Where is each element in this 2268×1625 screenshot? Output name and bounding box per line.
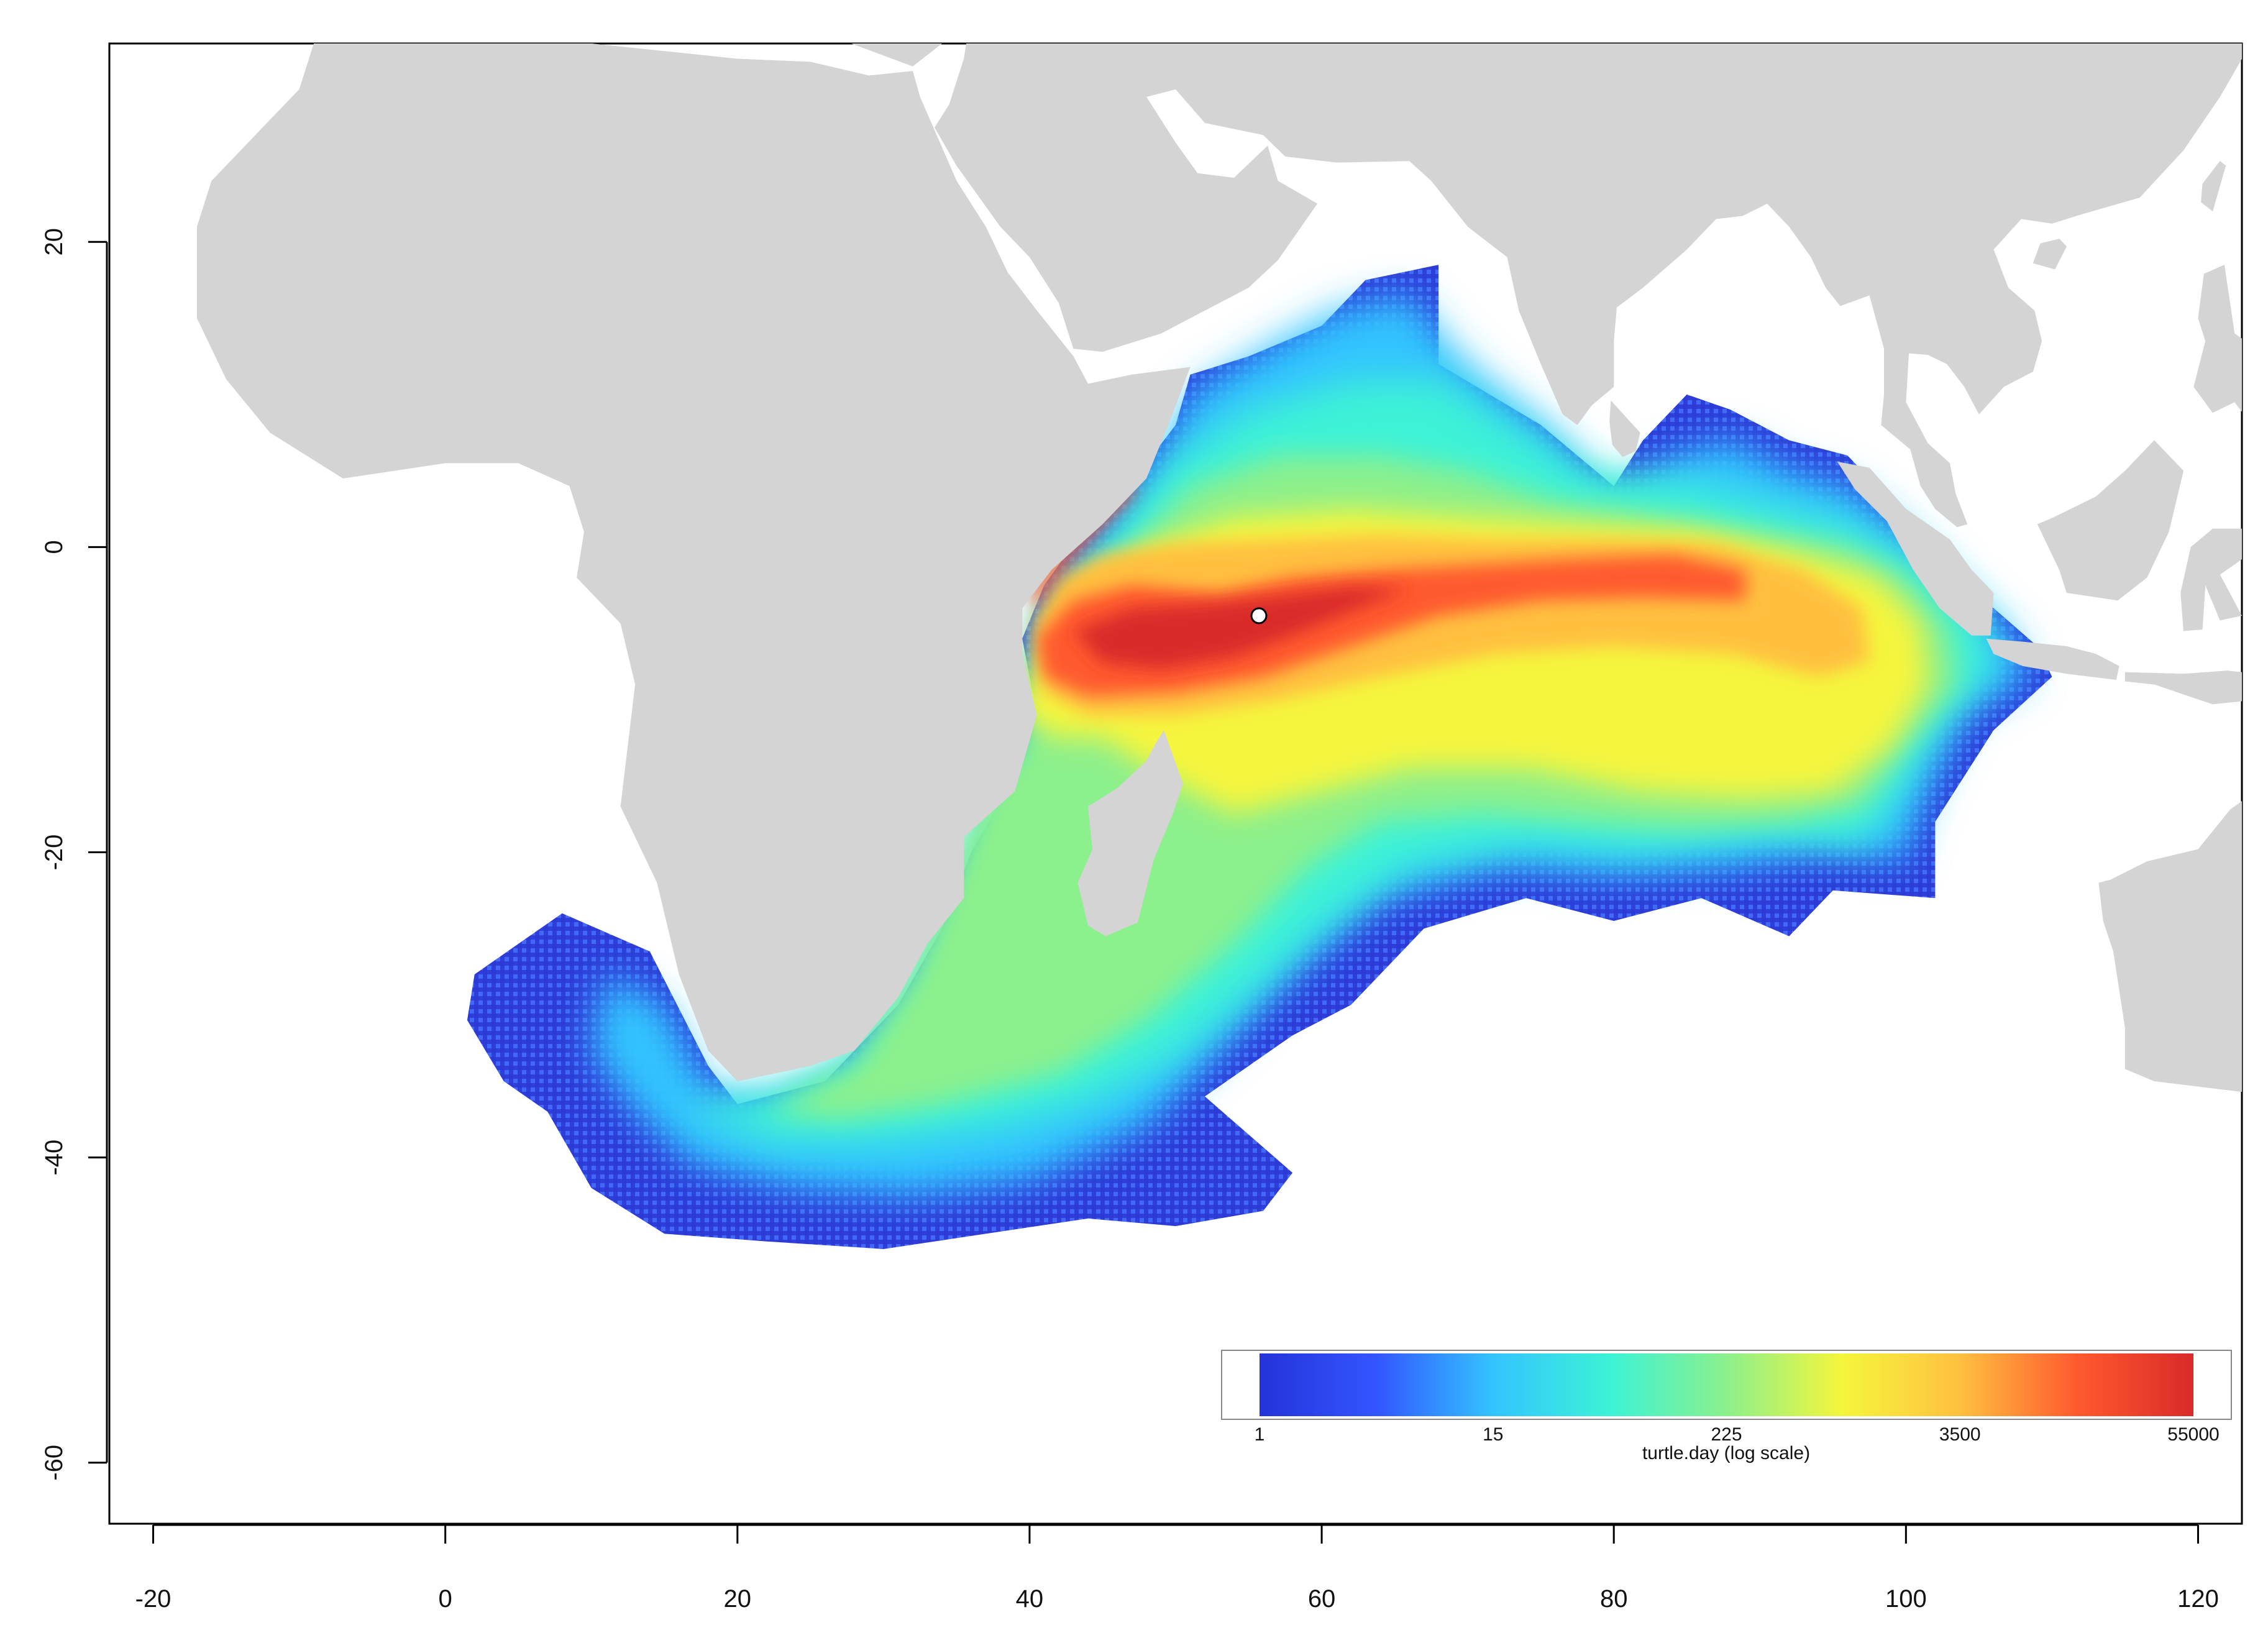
y-tick-label: -40: [40, 1140, 68, 1176]
y-tick-label: 0: [40, 540, 68, 554]
africa-land-overlay: [197, 43, 1191, 1081]
x-tick-label: 20: [724, 1585, 752, 1613]
nusa-tenggara-land-overlay: [2124, 671, 2242, 705]
borneo-land-overlay: [2037, 440, 2183, 601]
colorbar: [1260, 1353, 2193, 1416]
madagascar-land-overlay: [1077, 730, 1183, 936]
colorbar-tick-label: 3500: [1939, 1424, 1981, 1445]
x-tick-label: 80: [1600, 1585, 1628, 1613]
y-tick-label: -20: [40, 835, 68, 871]
colorbar-title: turtle.day (log scale): [1642, 1443, 1810, 1463]
colorbar-tick-labels: 1 15 225 3500 55000: [1255, 1424, 2220, 1445]
y-tick-label: 20: [40, 228, 68, 256]
sumatra-land-overlay: [1837, 461, 1994, 636]
sulawesi-land-overlay: [2180, 528, 2242, 631]
hainan-land-overlay: [2033, 239, 2067, 270]
x-axis: -20 0 20 40 60 80 100 120: [135, 1524, 2219, 1613]
y-tick-label: -60: [40, 1445, 68, 1481]
sri-lanka-land-overlay: [1609, 400, 1640, 457]
turtle-density-field: [197, 43, 2242, 1250]
colorbar-tick-label: 15: [1483, 1424, 1503, 1445]
x-tick-label: -20: [135, 1585, 171, 1613]
colorbar-tick-label: 55000: [2167, 1424, 2219, 1445]
philippines-land-overlay: [2193, 265, 2242, 413]
australia-land-overlay: [2098, 801, 2242, 1092]
eurasia-land-overlay: [851, 43, 2242, 528]
colorbar-tick-label: 225: [1711, 1424, 1742, 1445]
x-tick-label: 100: [1885, 1585, 1927, 1613]
x-tick-label: 0: [439, 1585, 452, 1613]
density-band-15000: [1036, 554, 1745, 697]
x-tick-label: 60: [1308, 1585, 1336, 1613]
java-land-overlay: [1986, 638, 2119, 680]
x-tick-label: 40: [1016, 1585, 1044, 1613]
colorbar-tick-label: 1: [1255, 1424, 1265, 1445]
x-tick-label: 120: [2177, 1585, 2219, 1613]
release-site-marker: [1250, 607, 1268, 625]
taiwan-land-overlay: [2201, 161, 2226, 212]
density-core-55000: [1073, 587, 1410, 669]
colorbar-legend: 1 15 225 3500 55000 turtle.day (log scale): [1221, 1350, 2232, 1463]
y-axis: 20 0 -20 -40 -60: [40, 228, 108, 1481]
